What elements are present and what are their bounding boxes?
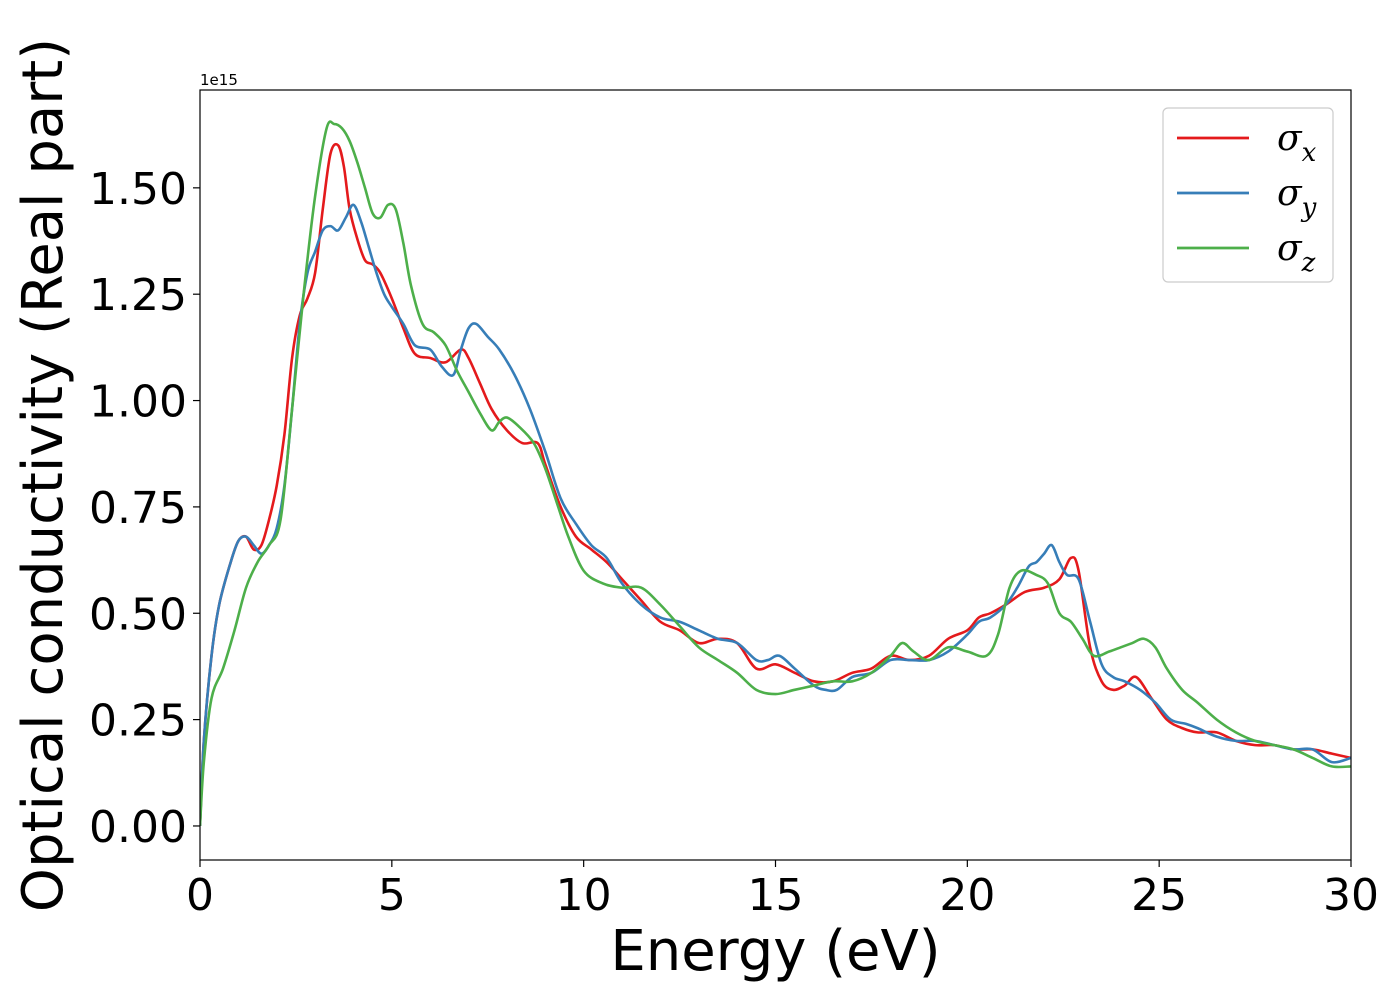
legend-label-base: σ: [1277, 173, 1303, 214]
x-tick-label: 25: [1131, 870, 1187, 921]
y-tick-label: 0.50: [89, 589, 187, 640]
legend-label-subscript: x: [1302, 138, 1317, 168]
legend-label-y: σy: [1277, 173, 1317, 223]
legend-label-base: σ: [1277, 118, 1303, 159]
y-offset-label: 1e15: [200, 71, 238, 89]
series-line-x: [200, 142, 1351, 827]
x-tick-label: 15: [748, 870, 804, 921]
series-line-z: [200, 120, 1351, 827]
legend-label-x: σx: [1277, 118, 1317, 168]
x-axis: 0 5 10 15 20 25 30: [186, 860, 1379, 921]
y-axis-title: Optical conductivity (Real part): [11, 38, 76, 912]
x-tick-label: 0: [186, 870, 214, 921]
series-line-y: [200, 203, 1351, 827]
legend-label-z: σz: [1277, 228, 1316, 278]
y-tick-label: 0.25: [89, 696, 187, 747]
series-layer: [200, 120, 1351, 827]
x-tick-label: 20: [939, 870, 995, 921]
y-tick-label: 1.50: [89, 164, 187, 215]
x-tick-label: 30: [1323, 870, 1379, 921]
legend-label-subscript: y: [1301, 193, 1317, 223]
legend-label-subscript: z: [1301, 248, 1316, 278]
y-axis: 0.00 0.25 0.50 0.75 1.00 1.25 1.50: [89, 164, 200, 853]
y-tick-label: 0.00: [89, 802, 187, 853]
y-tick-label: 1.00: [89, 377, 187, 428]
legend-label-base: σ: [1277, 228, 1303, 269]
x-tick-label: 10: [556, 870, 612, 921]
y-tick-label: 0.75: [89, 483, 187, 534]
x-tick-label: 5: [378, 870, 406, 921]
y-tick-label: 1.25: [89, 270, 187, 321]
legend-box: [1162, 107, 1334, 283]
x-axis-title: Energy (eV): [610, 919, 940, 984]
